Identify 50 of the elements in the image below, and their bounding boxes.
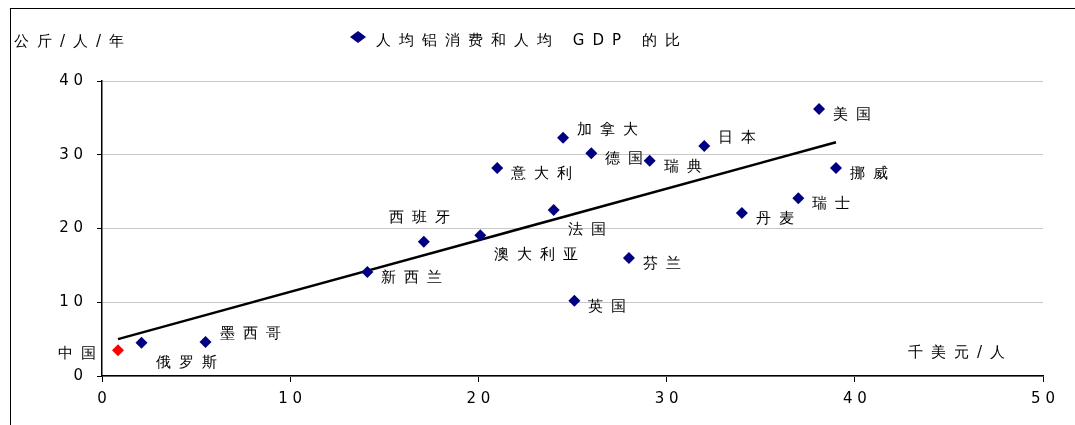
point (735, 207, 748, 220)
y-tick-label: 4 0 (59, 70, 83, 89)
x-tick-label: 5 0 (1031, 388, 1055, 407)
annotation: 俄罗斯 (155, 352, 225, 371)
point (622, 252, 635, 264)
point (474, 229, 487, 242)
point (491, 162, 504, 175)
y-tick-label: 0 (73, 365, 83, 384)
annotation: 加拿大 (577, 119, 647, 138)
point (792, 192, 805, 205)
legend-label: 人均铝消费和人均 GDP 的比 (376, 30, 688, 49)
annotation: 西班牙 (389, 207, 459, 226)
point (547, 204, 560, 217)
x-axis-title: 千美元/人 (907, 342, 1013, 361)
annotation: 中国 (58, 344, 104, 363)
annotation: 美国 (833, 104, 880, 123)
point (585, 147, 598, 160)
point (643, 154, 656, 167)
annotation: 英国 (588, 296, 635, 315)
annotation: 挪威 (849, 163, 896, 182)
point (829, 162, 842, 175)
point (813, 103, 826, 116)
y-tick-label: 2 0 (59, 218, 83, 237)
y-axis-title: 公斤/人/年 (14, 31, 133, 50)
annotation: 法国 (567, 219, 614, 238)
annotation: 意大利 (510, 163, 581, 182)
annotation: 德国 (605, 149, 652, 168)
point (135, 336, 148, 349)
y-tick-label: 1 0 (59, 292, 83, 311)
annotation: 芬兰 (642, 253, 689, 272)
point (417, 235, 430, 248)
point (557, 131, 570, 144)
x-tick-label: 1 0 (278, 388, 303, 407)
x-tick-label: 2 0 (466, 388, 491, 407)
x-tick-label: 4 0 (842, 388, 867, 407)
x-tick-label: 3 0 (654, 388, 679, 407)
annotation: 瑞典 (663, 156, 710, 175)
annotation: 日本 (718, 127, 765, 146)
x-tick-label: 0 (97, 388, 107, 407)
point (199, 336, 212, 349)
point (361, 266, 374, 279)
point (568, 294, 581, 307)
annotation: 丹麦 (755, 208, 802, 227)
annotation: 墨西哥 (219, 323, 289, 342)
y-tick-label: 3 0 (59, 144, 83, 163)
point (698, 139, 711, 152)
annotation: 瑞士 (812, 194, 859, 213)
annotation: 澳大利亚 (494, 245, 587, 264)
point (112, 344, 124, 357)
annotation: 新西兰 (381, 267, 451, 286)
